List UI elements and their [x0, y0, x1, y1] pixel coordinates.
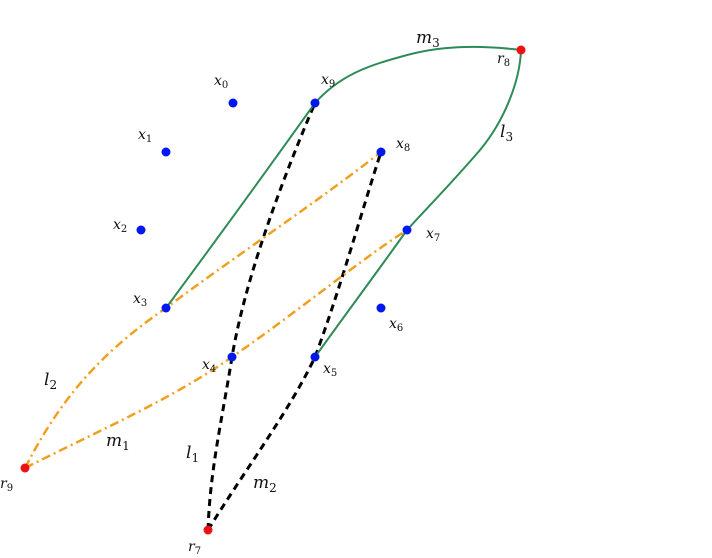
label-r9: r9 — [0, 476, 13, 494]
point-x2 — [136, 225, 146, 235]
label-l1: l1 — [186, 443, 199, 465]
curve-m2 — [206, 151, 383, 531]
curve-l2-path — [23, 151, 382, 469]
curve-m1-path — [24, 228, 408, 470]
curve-l3 — [314, 49, 522, 358]
curve-m2-path — [206, 151, 383, 531]
point-r9 — [20, 463, 30, 473]
label-l2: l2 — [44, 370, 57, 392]
label-x1: x1 — [138, 127, 152, 145]
point-labels: x0 x1 x2 x3 x4 x5 x6 x7 x8 x9 r7 r8 r9 — [0, 51, 510, 557]
label-x0: x0 — [214, 73, 228, 91]
label-x7: x7 — [426, 226, 440, 244]
curve-labels: l1 m2 l2 m1 l3 m3 — [44, 28, 513, 495]
curve-m3-path — [165, 45, 522, 309]
label-x9: x9 — [321, 72, 335, 90]
point-r7 — [203, 525, 213, 535]
point-x9 — [310, 98, 320, 108]
point-x0 — [228, 98, 238, 108]
label-m3: m3 — [416, 28, 440, 50]
points-layer — [20, 45, 526, 535]
curve-l2 — [23, 151, 382, 469]
label-x5: x5 — [323, 361, 337, 379]
point-x7 — [402, 225, 412, 235]
label-x3: x3 — [133, 291, 147, 309]
label-l3: l3 — [500, 122, 513, 144]
label-x2: x2 — [113, 217, 127, 235]
point-x8 — [376, 147, 386, 157]
label-r8: r8 — [497, 51, 510, 69]
point-x3 — [161, 303, 171, 313]
label-m1: m1 — [106, 431, 130, 453]
label-x8: x8 — [396, 136, 410, 154]
label-x4: x4 — [202, 357, 216, 375]
label-x6: x6 — [389, 316, 403, 334]
curve-m3 — [165, 45, 522, 309]
label-m2: m2 — [253, 473, 277, 495]
point-x1 — [161, 147, 171, 157]
curve-l3-path — [314, 49, 522, 358]
label-r7: r7 — [188, 539, 201, 557]
curve-m1 — [24, 228, 408, 470]
curve-l1 — [206, 102, 317, 531]
point-x6 — [376, 303, 386, 313]
point-x4 — [227, 352, 237, 362]
point-r8 — [516, 45, 526, 55]
point-x5 — [310, 352, 320, 362]
curve-l1-path — [206, 102, 317, 531]
